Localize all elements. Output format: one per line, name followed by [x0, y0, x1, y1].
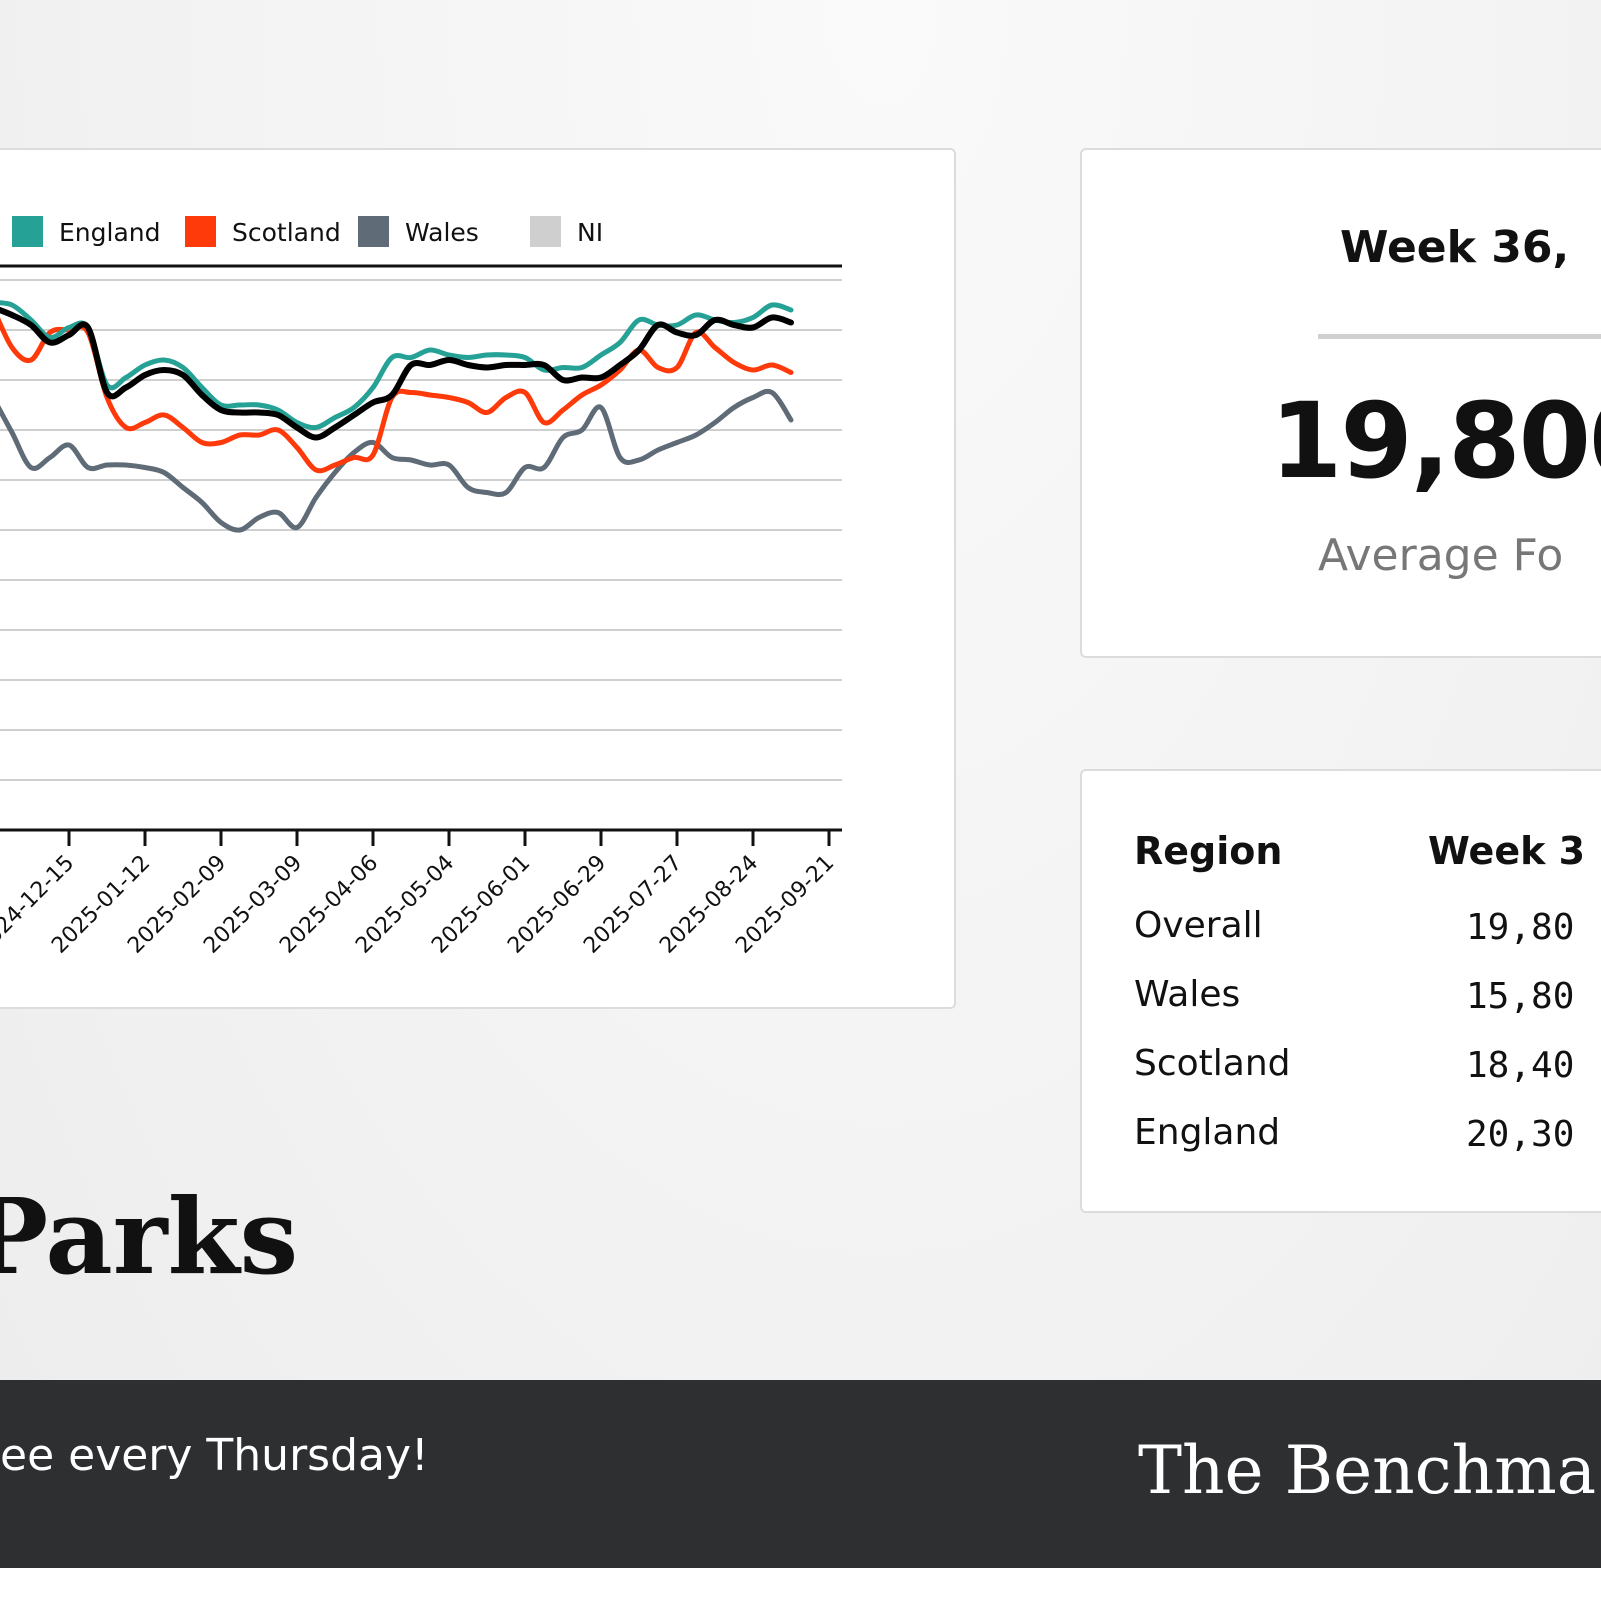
region-table: Region Week 3 Overall 19,80 Wales 15,80 … — [1080, 769, 1601, 1213]
row-region: Wales — [1134, 974, 1241, 1015]
header-week: Week 3 — [1428, 829, 1586, 873]
line-chart: England Scotland Wales NI2024-11-172024-12-… — [0, 216, 842, 959]
row-value: 19,80 — [1466, 907, 1575, 948]
legend-label-england: England — [59, 218, 161, 247]
chart-card: England Scotland Wales NI 2024-11-17 2024-12-… — [0, 148, 956, 1009]
row-value: 18,40 — [1466, 1045, 1575, 1086]
row-region: England — [1134, 1112, 1281, 1153]
header-region: Region — [1134, 829, 1283, 873]
legend-swatch-ni — [530, 216, 561, 247]
footer-tagline: ee every Thursday! — [0, 1430, 429, 1481]
row-value: 15,80 — [1466, 976, 1575, 1017]
row-region: Scotland — [1134, 1043, 1291, 1084]
legend-label-ni: NI — [577, 218, 603, 247]
legend-swatch-england — [12, 216, 43, 247]
legend-swatch-wales — [358, 216, 389, 247]
series-line-overall — [0, 306, 794, 441]
legend-label-wales: Wales — [405, 218, 479, 247]
legend-swatch-scotland — [185, 216, 216, 247]
series-line-wales — [0, 388, 794, 533]
kpi-label: Average Fo — [1318, 530, 1564, 581]
legend-label-scotland: Scotland — [232, 218, 341, 247]
row-value: 20,30 — [1466, 1114, 1575, 1155]
kpi-value: 19,800 — [1270, 380, 1601, 502]
divider — [1318, 334, 1601, 339]
kpi-week-title: Week 36, — [1340, 222, 1570, 273]
headline: Parks — [0, 1175, 299, 1298]
series-line-england — [0, 300, 794, 431]
row-region: Overall — [1134, 905, 1263, 946]
brand-logo-text: The Benchma — [1138, 1432, 1597, 1509]
bottom-strip — [0, 1568, 1601, 1601]
kpi-card: Week 36, 19,800 Average Fo — [1080, 148, 1601, 658]
footer-bar: ee every Thursday! The Benchma — [0, 1380, 1601, 1568]
